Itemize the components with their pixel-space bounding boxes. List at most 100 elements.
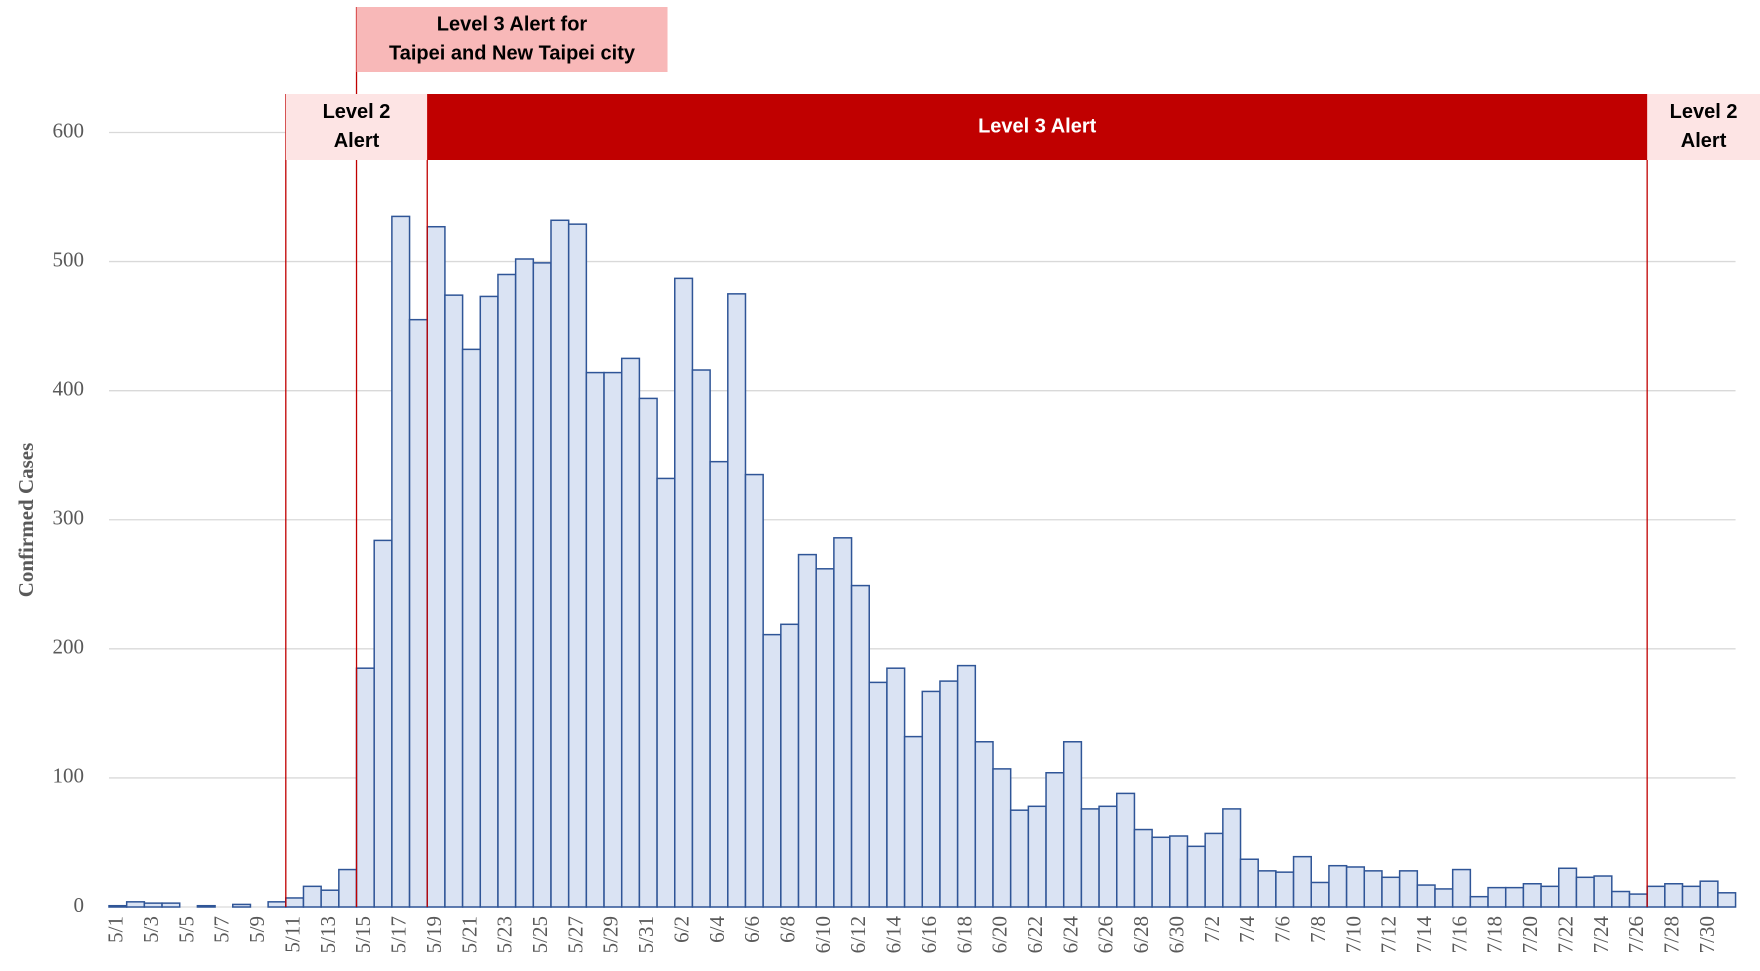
x-tick-label: 7/2 [1200,916,1224,943]
bar [974,741,994,908]
bar [833,537,853,908]
bar [479,295,499,908]
bar [1009,809,1030,908]
x-tick-label: 6/30 [1164,916,1188,953]
bar [1398,870,1419,908]
y-tick-label: 300 [53,506,85,530]
x-tick-label: 5/29 [599,916,623,953]
x-tick-label: 5/23 [493,916,517,953]
bar [1345,866,1366,908]
x-tick-label: 7/28 [1659,916,1683,953]
x-tick-label: 6/6 [740,916,764,943]
bar [1204,832,1224,908]
alert-box [356,7,668,72]
bar [1628,893,1648,908]
x-tick-label: 7/24 [1589,916,1613,954]
bar [1133,828,1153,908]
alert-label: Level 3 Alert [978,115,1097,137]
x-tick-label: 7/26 [1624,916,1648,953]
x-tick-label: 5/5 [174,916,198,943]
y-tick-label: 0 [74,893,85,917]
y-tick-label: 600 [53,118,85,142]
bar [691,369,711,908]
x-tick-label: 6/4 [705,916,729,943]
bar [1664,883,1684,908]
bar [780,623,800,908]
x-tick-label: 6/18 [952,916,976,953]
bar [355,667,375,908]
bar [638,397,658,908]
bar [550,219,570,908]
alert-box [427,94,1648,160]
bar [727,293,747,908]
bar [1540,885,1560,908]
x-tick-label: 6/28 [1129,916,1153,953]
bar [1469,895,1489,908]
bar [1558,867,1578,908]
y-tick-label: 400 [53,376,85,400]
bar [1151,836,1171,908]
bar [232,903,252,908]
bar [1522,883,1542,908]
bar [603,371,623,908]
alert-label: Level 2 [323,101,391,123]
bar [196,904,216,908]
x-tick-label: 5/3 [139,916,163,943]
x-tick-label: 5/31 [634,916,658,953]
bar [514,258,535,908]
x-tick-label: 7/18 [1483,916,1507,953]
x-tick-label: 5/15 [351,916,375,953]
bar [1292,855,1312,908]
x-tick-label: 6/16 [917,916,941,953]
bar [1575,876,1595,908]
x-tick-label: 6/10 [811,916,835,953]
bar [1434,888,1454,908]
x-tick-label: 5/17 [387,916,411,953]
bar [285,897,305,908]
x-tick-label: 6/26 [1094,916,1118,953]
bar [1487,886,1507,908]
bar [108,904,128,908]
bar [1717,892,1737,908]
bar [886,667,906,908]
bar [1328,864,1348,908]
x-tick-label: 5/13 [316,916,340,953]
bar [426,225,446,908]
alert-label: Alert [334,130,380,152]
bar [1646,885,1666,908]
alert-box [285,94,428,160]
bar [1451,868,1472,908]
x-tick-label: 7/20 [1518,916,1542,953]
bar [1169,835,1189,908]
bar [143,902,163,908]
bar [744,473,764,908]
bar [1062,741,1083,908]
bar [1027,805,1047,908]
x-tick-label: 5/19 [422,916,446,953]
bar [408,318,428,908]
x-tick-label: 5/11 [280,916,304,953]
bar [1699,880,1719,908]
bar [903,735,924,908]
bar [620,357,641,908]
x-tick-label: 7/10 [1341,916,1365,953]
bar [1257,870,1277,908]
x-tick-label: 6/14 [882,916,906,954]
x-tick-label: 5/25 [528,916,552,953]
y-tick-label: 500 [53,247,85,271]
alert-label: Level 2 [1670,101,1738,123]
bar [373,539,393,908]
bar [1310,881,1330,908]
bar [338,868,358,908]
bar [1098,805,1118,908]
bar [956,664,977,908]
x-tick-label: 6/22 [1023,916,1047,953]
bar [1116,792,1136,908]
bar [1504,886,1525,908]
bar [161,902,181,908]
x-tick-label: 7/14 [1412,916,1436,954]
bar [1381,876,1401,908]
bar [585,371,605,908]
y-tick-label: 100 [53,764,85,788]
